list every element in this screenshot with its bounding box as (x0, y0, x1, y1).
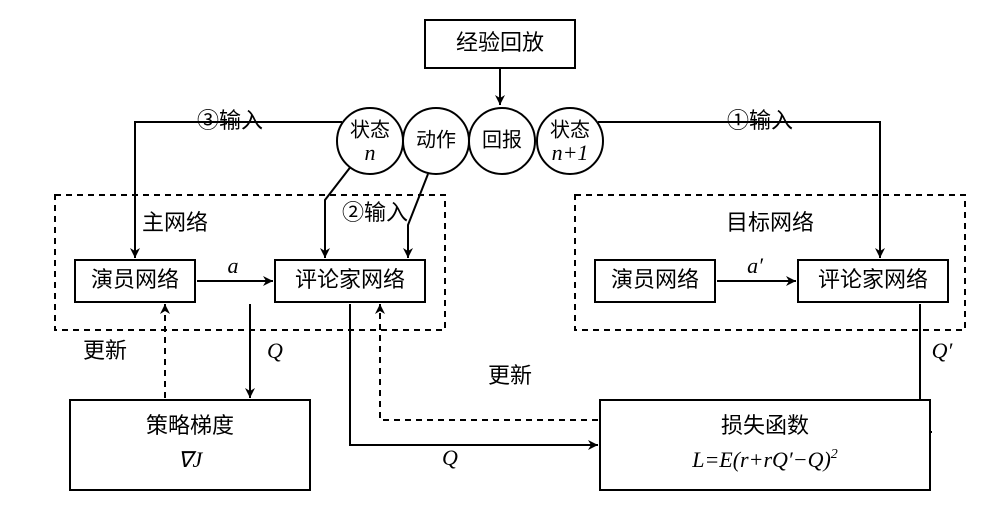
circle-l1-action: 动作 (416, 129, 456, 152)
box-label-actor_main: 演员网络 (91, 267, 179, 292)
edge-label-Q_left: Q (267, 338, 283, 363)
edge-label-update_right: 更新 (488, 363, 532, 388)
edge-label-a: a (228, 253, 239, 278)
edge-label-a_prime: a′ (747, 253, 764, 278)
edge (135, 122, 342, 258)
diagram-canvas: 主网络 目标网络 经验回放演员网络 评论家网络 演员网络 评论家网络策略梯度 ∇J 损失函数 L… (0, 0, 1000, 526)
circle-l1-state_n1: 状态 (550, 119, 590, 142)
circle-l2-state_n1: n+1 (552, 140, 589, 165)
circle-l1-state_n: 状态 (350, 119, 390, 142)
policy-sub: ∇J (178, 447, 204, 472)
edge-label-Q_mid: Q (442, 445, 458, 470)
edge-label-Q_prime: Q′ (932, 338, 954, 363)
circle-l2-state_n: n (365, 140, 376, 165)
edge (350, 304, 598, 445)
edge-label-update_left: 更新 (83, 338, 127, 363)
loss-title: 损失函数 (721, 413, 809, 438)
edge (380, 304, 598, 420)
group-label-main: 主网络 (142, 210, 208, 235)
box-label-actor_tgt: 演员网络 (611, 267, 699, 292)
edge-label-input1: ①输入 (727, 108, 793, 133)
box-label-replay: 经验回放 (456, 30, 544, 55)
group-label-target: 目标网络 (726, 210, 814, 235)
edge-label-input2: ②输入 (342, 200, 408, 225)
circle-l1-reward: 回报 (482, 129, 522, 152)
edge-label-input3: ③输入 (197, 108, 263, 133)
loss-formula: L=E(r+rQ′−Q)2 (691, 447, 838, 472)
box-label-critic_tgt: 评论家网络 (818, 267, 928, 292)
policy-title: 策略梯度 (146, 413, 234, 438)
box-label-critic_main: 评论家网络 (295, 267, 405, 292)
edge (408, 174, 428, 258)
edge (598, 122, 880, 258)
